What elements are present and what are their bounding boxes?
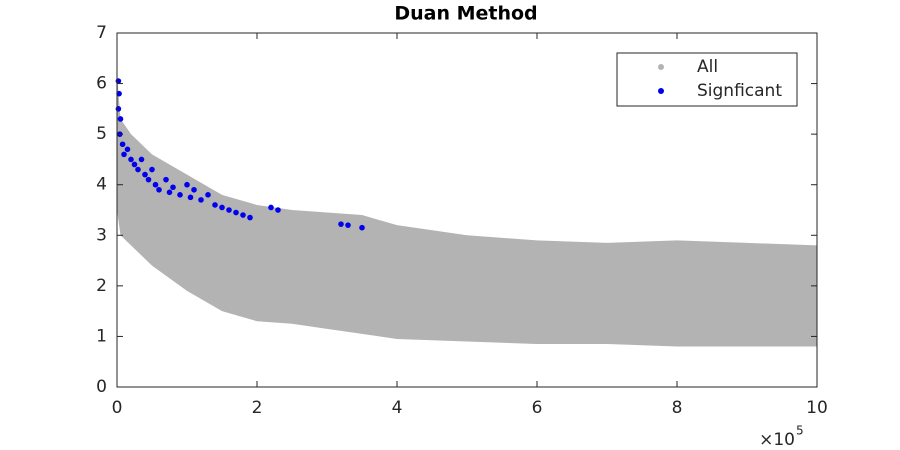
point <box>226 207 232 213</box>
x-tick-label: 2 <box>252 398 263 418</box>
plot-frame <box>116 32 818 388</box>
x-tick-label: 0 <box>112 398 123 418</box>
point <box>152 181 159 188</box>
point <box>115 106 122 112</box>
point <box>124 146 131 153</box>
point <box>163 176 169 183</box>
point <box>156 186 162 193</box>
point <box>145 176 152 183</box>
point <box>131 161 138 168</box>
legend-marker <box>658 88 664 94</box>
point <box>233 209 239 216</box>
y-tick-label: 6 <box>96 74 107 94</box>
point <box>338 221 344 227</box>
point <box>205 192 211 198</box>
y-tick-label: 4 <box>96 175 107 195</box>
point <box>117 116 124 122</box>
x-tick-label: 6 <box>532 398 543 418</box>
y-tick-label: 1 <box>96 326 107 346</box>
x-tick-label: 8 <box>672 398 683 418</box>
x-scale-exponent: 5 <box>796 424 804 438</box>
point <box>177 192 183 198</box>
legend-label: All <box>697 57 718 77</box>
point <box>116 90 122 97</box>
point <box>212 202 218 208</box>
band-area <box>117 73 817 347</box>
x-scale-label: ×10 <box>759 430 795 450</box>
point <box>119 141 126 148</box>
point <box>359 224 365 231</box>
point <box>345 222 351 228</box>
y-tick-label: 2 <box>96 276 107 296</box>
point <box>184 181 190 188</box>
point <box>191 186 197 193</box>
point <box>128 156 134 163</box>
legend-label: Signficant <box>697 81 782 101</box>
point <box>142 171 148 178</box>
legend-marker <box>658 64 664 70</box>
y-tick-label: 5 <box>96 124 107 144</box>
point <box>149 166 155 173</box>
y-tick-label: 3 <box>96 225 107 245</box>
x-tick-label: 4 <box>392 398 403 418</box>
chart-title: Duan Method <box>394 3 537 25</box>
point <box>198 197 204 203</box>
x-tick-label: 10 <box>806 398 828 418</box>
point <box>187 194 194 201</box>
point <box>115 78 122 84</box>
point <box>138 156 145 163</box>
point <box>121 151 127 158</box>
y-tick-label: 7 <box>96 23 107 43</box>
point <box>219 204 225 211</box>
y-tick-label: 0 <box>96 377 107 397</box>
point <box>135 166 141 173</box>
point <box>247 214 253 221</box>
point <box>166 189 173 196</box>
point <box>240 212 246 218</box>
legend-box <box>616 52 798 107</box>
point <box>275 207 281 213</box>
point <box>268 204 274 211</box>
point <box>170 184 176 191</box>
